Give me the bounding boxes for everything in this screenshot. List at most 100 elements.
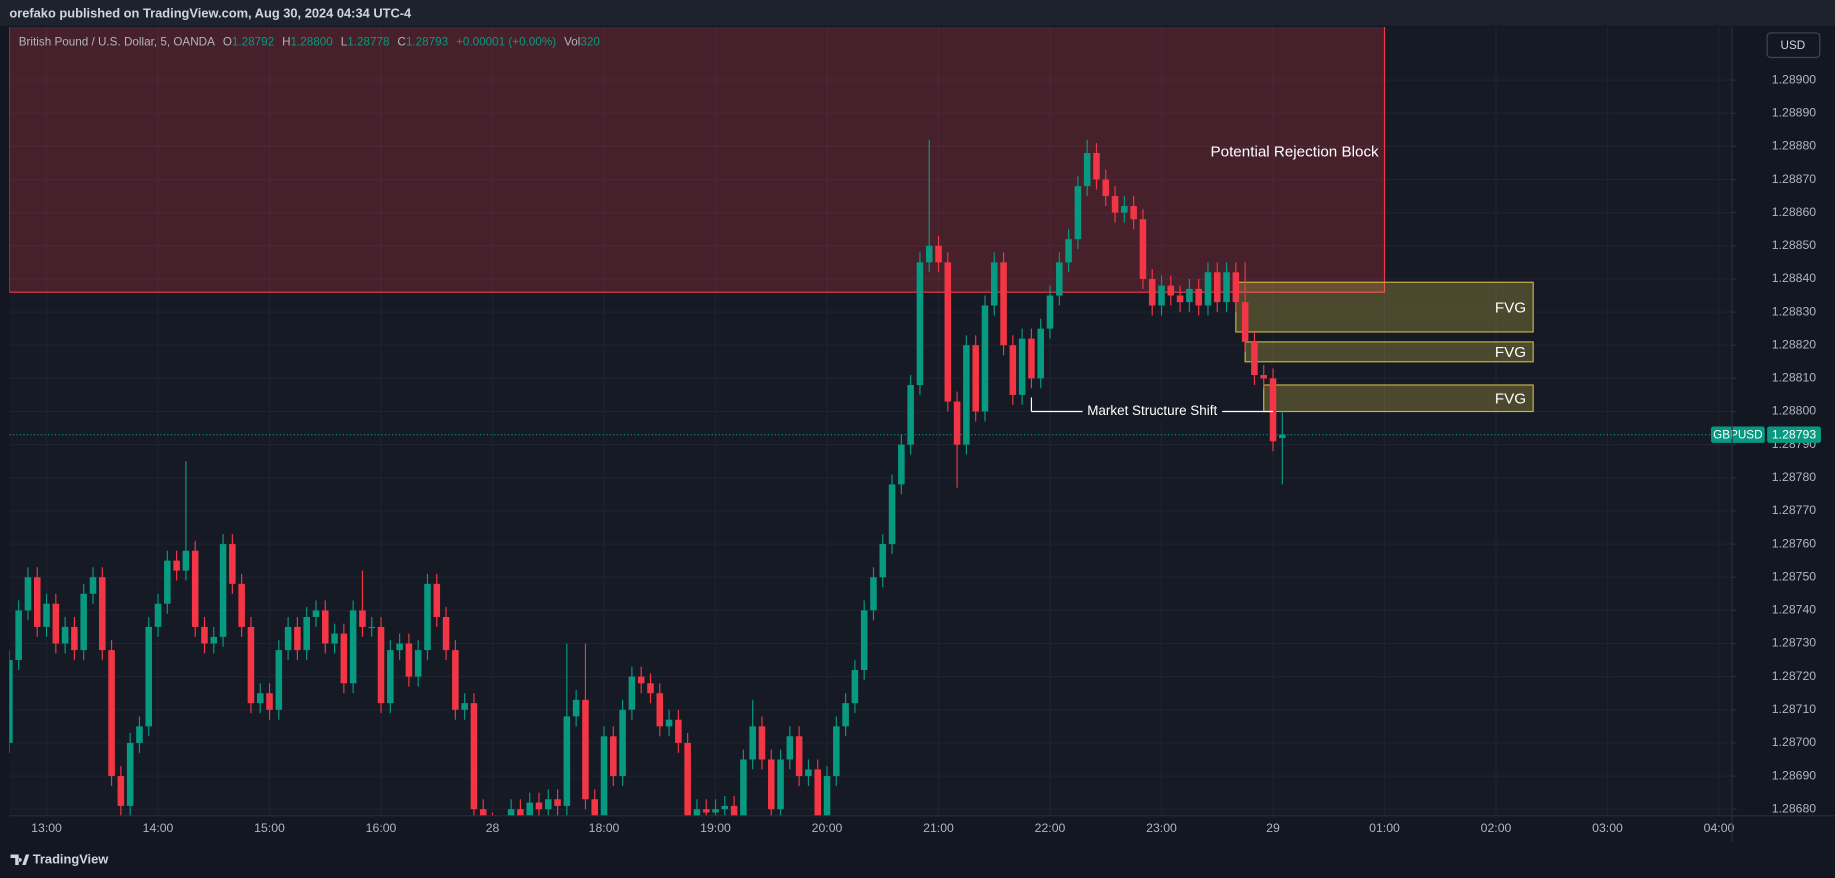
legend-c-label: C: [397, 35, 405, 48]
y-tick-label: 1.28720: [1772, 669, 1817, 683]
candle-body: [507, 809, 515, 816]
fvg-label: FVG: [1495, 344, 1526, 361]
candle-body: [43, 603, 50, 627]
fvg-label: FVG: [1495, 390, 1526, 407]
candle-body: [1232, 272, 1240, 303]
candle-body: [387, 650, 394, 704]
candle-body: [610, 736, 617, 777]
x-tick-label: 22:00: [1035, 821, 1066, 835]
y-tick-label: 1.28820: [1772, 337, 1817, 351]
candle-body: [173, 560, 180, 571]
legend-symbol: British Pound / U.S. Dollar, 5, OANDA: [19, 35, 215, 48]
legend-h: 1.28800: [291, 35, 334, 48]
candle-body: [479, 809, 487, 816]
y-tick-label: 1.28760: [1772, 536, 1817, 550]
candle-body: [740, 759, 747, 816]
legend-change: +0.00001 (+0.00%): [456, 35, 556, 48]
candle-body: [126, 742, 134, 806]
candle-body: [1102, 179, 1110, 197]
candle-body: [916, 262, 924, 385]
legend-vol: 320: [580, 35, 600, 48]
y-tick-label: 1.28780: [1772, 470, 1817, 484]
candle-body: [154, 603, 162, 627]
candle-body: [990, 262, 998, 306]
candle-body: [15, 610, 22, 661]
candle-body: [229, 544, 236, 584]
y-tick-label: 1.28770: [1772, 503, 1817, 517]
candle-body: [1251, 341, 1258, 376]
candle-body: [656, 693, 664, 727]
x-tick-label: 01:00: [1369, 821, 1400, 835]
candle-body: [675, 719, 682, 743]
fvg-zone: [1263, 384, 1534, 413]
candle-body: [1148, 278, 1156, 306]
legend-vol-label: Vol: [564, 35, 580, 48]
candle-body: [191, 550, 199, 627]
candle-body: [814, 769, 822, 816]
candle-body: [1223, 272, 1230, 303]
y-tick-label: 1.28900: [1772, 72, 1817, 86]
y-tick-label: 1.28730: [1772, 636, 1817, 650]
price-badge-label: 1.28793: [1772, 428, 1817, 442]
candle-body: [9, 660, 13, 743]
candle-body: [1111, 196, 1119, 213]
candle-body: [544, 799, 552, 810]
y-tick-label: 1.28850: [1772, 238, 1817, 252]
candle-body: [80, 593, 87, 651]
candle-body: [647, 683, 654, 694]
candle-body: [749, 726, 756, 760]
tradingview-logo: [10, 854, 30, 865]
currency-button[interactable]: [1766, 32, 1821, 59]
candle-body: [136, 726, 143, 743]
candle-body: [721, 805, 729, 810]
candle-body: [210, 636, 218, 644]
candle-body: [52, 603, 60, 644]
candle-body: [61, 626, 69, 644]
candle-body: [349, 610, 357, 684]
y-tick-label: 1.28710: [1772, 702, 1817, 716]
candle-body: [851, 670, 859, 704]
candle-body: [1046, 295, 1054, 329]
candle-body: [582, 699, 589, 800]
candle-body: [767, 759, 775, 810]
candle-body: [99, 577, 106, 651]
candle-body: [591, 799, 599, 816]
x-tick-label: 29: [1266, 821, 1280, 835]
candle-body: [1121, 206, 1128, 213]
x-tick-label: 20:00: [812, 821, 843, 835]
candle-body: [461, 703, 468, 710]
candle-body: [24, 577, 32, 611]
x-tick-label: 03:00: [1592, 821, 1623, 835]
candle-body: [1204, 272, 1212, 306]
y-tick-label: 1.28870: [1772, 172, 1817, 186]
candle-body: [433, 583, 441, 617]
legend-o-label: O: [223, 35, 232, 48]
currency-label[interactable]: USD: [1781, 39, 1806, 52]
candle-body: [563, 716, 571, 806]
candle-body: [164, 560, 171, 604]
y-tick-label: 1.28750: [1772, 569, 1817, 583]
candle-body: [201, 626, 208, 644]
candle-body: [684, 742, 691, 816]
legend-l-label: L: [341, 35, 348, 48]
candle-body: [1074, 186, 1082, 240]
publisher: orefako published on TradingView.com, Au…: [9, 6, 412, 21]
x-tick-label: 02:00: [1481, 821, 1512, 835]
candle-body: [321, 610, 329, 644]
candle-body: [145, 626, 153, 727]
y-tick-label: 1.28840: [1772, 271, 1817, 285]
footer-brand: TradingView: [33, 852, 110, 867]
candle-body: [517, 809, 524, 816]
candle-body: [637, 676, 645, 684]
y-tick-label: 1.28860: [1772, 205, 1817, 219]
candle-body: [1195, 288, 1202, 306]
candle-body: [777, 759, 784, 810]
candle-body: [182, 550, 190, 571]
candle-body: [935, 245, 942, 263]
candle-body: [972, 345, 979, 412]
candle-body: [247, 626, 255, 704]
candle-body: [1213, 272, 1221, 303]
candle-body: [71, 626, 78, 651]
